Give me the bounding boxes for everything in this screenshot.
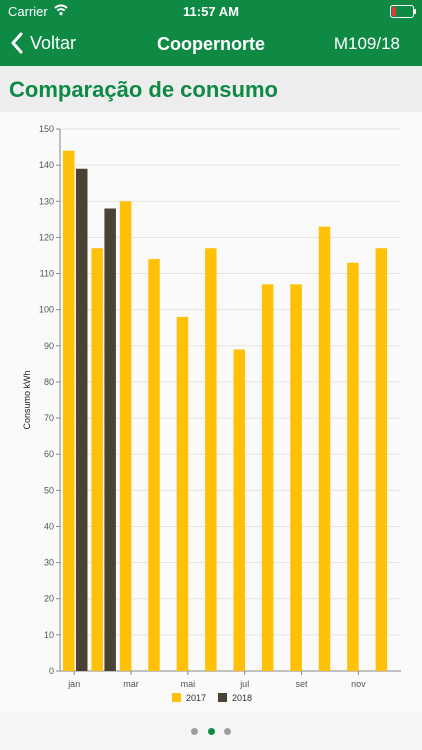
y-tick-label: 30 (44, 558, 54, 568)
page-indicator[interactable] (0, 722, 422, 742)
back-button[interactable]: Voltar (10, 32, 76, 54)
wifi-icon (54, 4, 68, 16)
legend-label-2018: 2018 (232, 693, 252, 703)
bar-2017-mai (176, 316, 189, 671)
consumption-chart: 0 10 20 30 40 50 60 70 80 90 100 110 120 130 140 150 Con… (22, 124, 401, 703)
y-tick-label: 140 (39, 160, 54, 170)
status-bar: Carrier 11:57 AM (0, 0, 422, 22)
y-tick-label: 150 (39, 124, 54, 134)
page-dot[interactable] (224, 728, 231, 735)
bar-2017-mar (119, 201, 132, 671)
section-title: Comparação de consumo (9, 77, 278, 102)
y-tick-label: 90 (44, 341, 54, 351)
y-tick-label: 70 (44, 413, 54, 423)
chevron-left-icon (11, 32, 23, 54)
bar-2017-ago (261, 284, 274, 671)
y-tick-label: 20 (44, 594, 54, 604)
x-tick-label: mar (123, 679, 139, 689)
consumption-chart-card: 0 10 20 30 40 50 60 70 80 90 100 110 120 130 140 150 Con… (0, 112, 422, 712)
y-tick-label: 110 (40, 269, 54, 279)
legend-swatch-2018 (218, 693, 227, 702)
legend-label-2017: 2017 (186, 693, 206, 703)
navigation-bar: Voltar Coopernorte M109/18 (0, 22, 422, 66)
bar-2017-out (318, 226, 331, 671)
y-axis-label: Consumo kWh (22, 370, 32, 429)
y-tick-label: 50 (44, 485, 54, 495)
meter-code-label: M109/18 (333, 34, 400, 53)
bar-2017-jul (233, 349, 245, 671)
y-tick-label: 0 (49, 666, 54, 676)
x-tick-label: nov (351, 679, 366, 689)
x-tick-label: jan (67, 679, 80, 689)
y-tick-label: 130 (39, 196, 54, 206)
bar-2017-set (290, 284, 302, 671)
bar-2017-jun (205, 248, 217, 672)
page-dot[interactable] (191, 728, 198, 735)
bar-2018-jan (76, 168, 88, 671)
x-tick-label: mai (181, 679, 196, 689)
bar-2017-abr (148, 259, 160, 671)
y-tick-label: 120 (39, 232, 54, 242)
legend-swatch-2017 (172, 693, 181, 702)
battery-icon (390, 5, 416, 18)
x-tick-label: set (296, 679, 309, 689)
x-tick-label: jul (239, 679, 249, 689)
carrier-label: Carrier (8, 4, 48, 19)
status-time: 11:57 AM (183, 4, 239, 19)
y-tick-label: 60 (44, 449, 54, 459)
back-label: Voltar (30, 32, 77, 53)
page-title: Coopernorte (157, 34, 265, 54)
y-tick-label: 40 (44, 521, 54, 531)
bar-2017-dez (375, 248, 388, 672)
section-header: Comparação de consumo (0, 66, 422, 112)
bar-2018-fev (104, 208, 116, 671)
bar-2017-jan (63, 150, 75, 671)
y-tick-label: 100 (39, 305, 54, 315)
y-tick-label: 10 (44, 630, 54, 640)
bar-2017-fev (91, 248, 103, 672)
page-dot[interactable] (208, 728, 215, 735)
y-tick-label: 80 (44, 377, 54, 387)
bar-2017-nov (347, 262, 359, 671)
